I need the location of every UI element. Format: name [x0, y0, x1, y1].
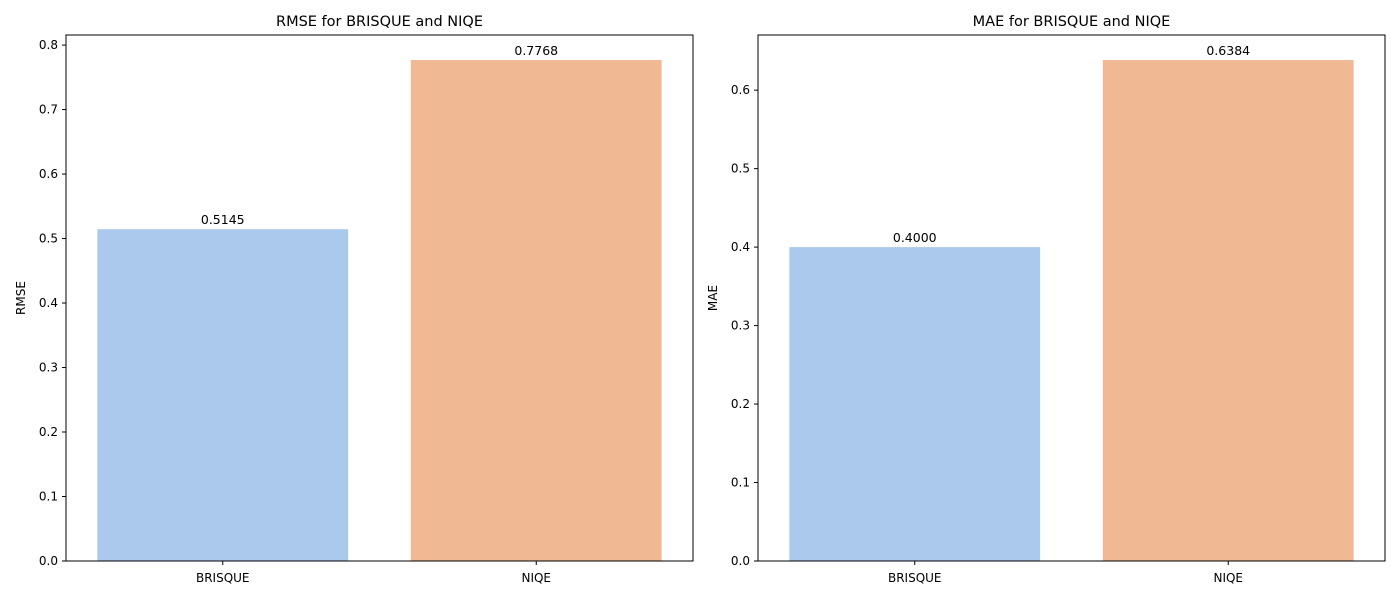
rmse-y-tick-label: 0.6: [39, 167, 58, 181]
rmse-y-tick-label: 0.8: [39, 38, 58, 52]
mae-y-tick-label: 0.2: [731, 397, 750, 411]
mae-y-tick-label: 0.4: [731, 240, 750, 254]
rmse-y-tick-label: 0.5: [39, 232, 58, 246]
mae-x-tick-label: NIQE: [1213, 571, 1243, 585]
mae-y-tick-label: 0.0: [731, 554, 750, 568]
rmse-y-tick-label: 0.4: [39, 296, 58, 310]
mae-y-axis-label: MAE: [706, 285, 720, 311]
rmse-y-tick-label: 0.1: [39, 490, 58, 504]
rmse-x-tick-label: NIQE: [521, 571, 551, 585]
mae-bar-brisque: [789, 247, 1041, 561]
mae-chart: 0.4000 BRISQUE 0.6384 NIQE 0.0 0.1 0.2 0.3 0.4 0.…: [706, 14, 1386, 585]
rmse-plot-frame: [65, 34, 694, 562]
rmse-chart-title: RMSE for BRISQUE and NIQE: [276, 14, 483, 30]
mae-chart-title: MAE for BRISQUE and NIQE: [973, 14, 1171, 30]
mae-y-tick-label: 0.3: [731, 319, 750, 333]
mae-data-label-brisque: 0.4000: [893, 230, 937, 245]
rmse-data-label-niqe: 0.7768: [514, 43, 558, 58]
rmse-y-tick-label: 0.2: [39, 425, 58, 439]
mae-bar-niqe: [1102, 60, 1354, 561]
rmse-data-label-brisque: 0.5145: [201, 212, 245, 227]
rmse-x-tick-label: BRISQUE: [196, 571, 250, 585]
mae-y-tick-label: 0.5: [731, 162, 750, 176]
rmse-bar-brisque: [97, 229, 349, 561]
rmse-y-tick-label: 0.0: [39, 554, 58, 568]
mae-plot-frame: [757, 34, 1386, 562]
rmse-bar-niqe: [410, 60, 662, 562]
mae-y-tick-label: 0.6: [731, 83, 750, 97]
rmse-chart: 0.5145 BRISQUE 0.7768 NIQE 0.0 0.1 0.2 0.3 0.4 0.…: [14, 14, 694, 585]
mae-data-label-niqe: 0.6384: [1206, 43, 1250, 58]
rmse-y-tick-label: 0.3: [39, 361, 58, 375]
rmse-y-axis-label: RMSE: [14, 281, 28, 315]
mae-y-tick-label: 0.1: [731, 476, 750, 490]
mae-x-tick-label: BRISQUE: [888, 571, 942, 585]
rmse-y-tick-label: 0.7: [39, 103, 58, 117]
